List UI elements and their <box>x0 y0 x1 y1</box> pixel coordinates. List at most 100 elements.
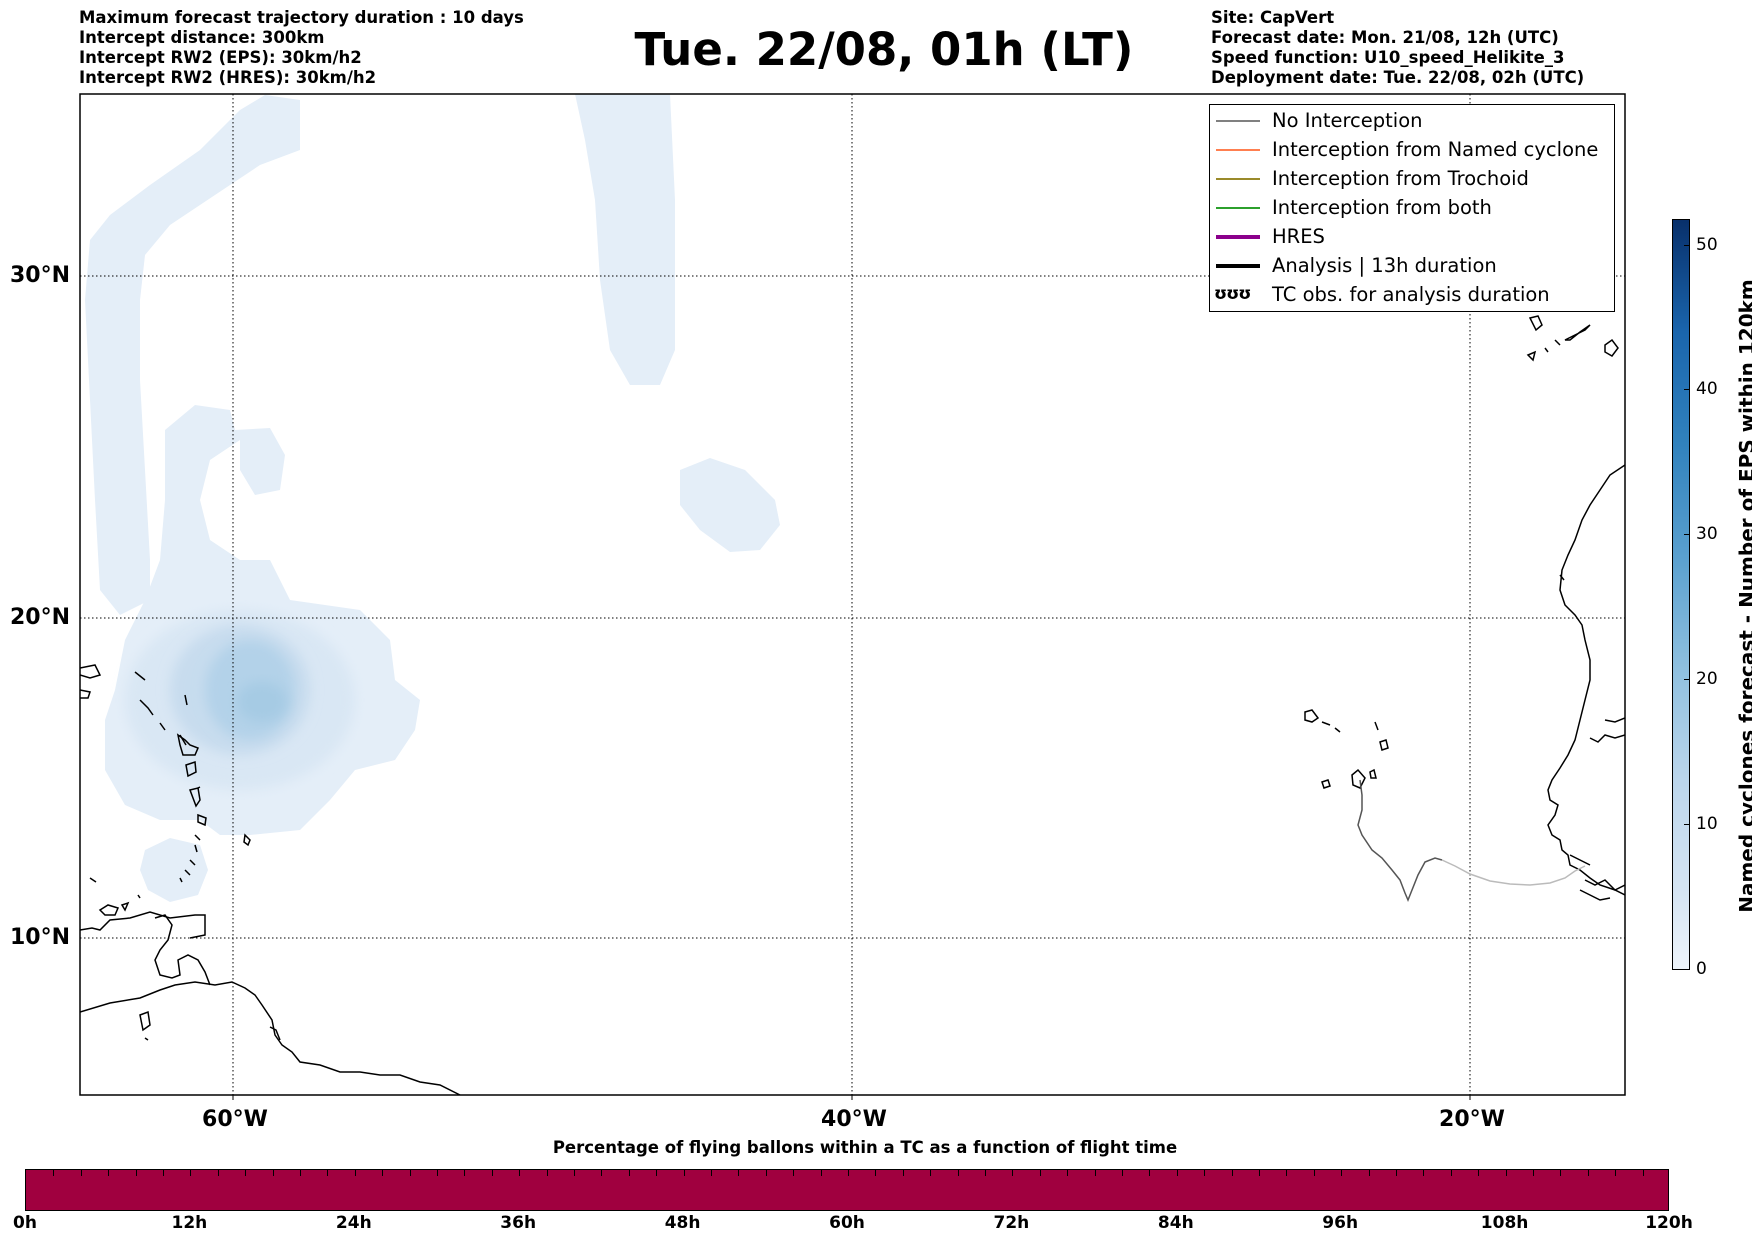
timeline-minor-tick <box>327 1170 329 1176</box>
timeline-minor-tick <box>1286 1170 1288 1176</box>
legend-swatch <box>1216 235 1260 239</box>
legend-swatch <box>1216 120 1260 122</box>
map-gridlines <box>80 94 1625 1095</box>
timeline-minor-tick <box>848 1170 849 1176</box>
timeline-minor-tick <box>1368 1170 1370 1176</box>
coastlines <box>80 315 1625 1095</box>
colorbar-tick-40: 40 <box>1696 379 1718 399</box>
timeline-minor-tick <box>601 1170 603 1176</box>
timeline-bar <box>25 1169 1669 1211</box>
timeline-tick-label: 120h <box>1645 1213 1693 1233</box>
colorbar-tick-30: 30 <box>1696 524 1718 544</box>
max-duration-text: Maximum forecast trajectory duration : 1… <box>79 8 524 27</box>
colorbar-tick-10: 10 <box>1696 814 1718 834</box>
colorbar-tickmark <box>1684 245 1690 246</box>
colorbar-tickmark <box>1684 969 1690 970</box>
site-info: Site: CapVert Forecast date: Mon. 21/08,… <box>1211 8 1584 88</box>
legend-swatch <box>1216 207 1260 209</box>
timeline-minor-tick <box>683 1170 685 1176</box>
legend-swatch <box>1216 178 1260 180</box>
legend-label: HRES <box>1272 225 1325 248</box>
forecast-parameters: Maximum forecast trajectory duration : 1… <box>79 8 524 88</box>
timeline-tick-label: 36h <box>500 1213 537 1233</box>
timeline-minor-tick <box>765 1170 767 1176</box>
timeline-tick-label: 84h <box>1157 1213 1194 1233</box>
timeline-minor-tick <box>957 1170 959 1176</box>
timeline-tick-label: 96h <box>1322 1213 1359 1233</box>
legend-item-no-interception: No Interception <box>1210 107 1614 135</box>
timeline-minor-tick <box>382 1170 384 1176</box>
map-legend: No Interception Interception from Named … <box>1209 104 1615 312</box>
legend-item-analysis: Analysis | 13h duration <box>1210 252 1614 280</box>
timeline-minor-tick <box>217 1170 219 1176</box>
timeline-minor-tick <box>1012 1170 1014 1176</box>
timeline-minor-tick <box>1450 1170 1452 1176</box>
timeline-minor-tick <box>1423 1170 1425 1176</box>
timeline-tick-label: 0h <box>13 1213 37 1233</box>
timeline-minor-tick <box>1039 1170 1041 1176</box>
timeline-minor-tick <box>902 1170 904 1176</box>
deployment-date-text: Deployment date: Tue. 22/08, 02h (UTC) <box>1211 68 1585 87</box>
timeline-minor-tick <box>245 1170 247 1176</box>
timeline-minor-tick <box>409 1170 411 1176</box>
timeline-tick-label: 12h <box>171 1213 208 1233</box>
legend-item-named-cyclone: Interception from Named cyclone <box>1210 136 1614 164</box>
colorbar-tickmark <box>1684 389 1690 390</box>
colorbar <box>1672 219 1690 970</box>
timeline-minor-tick <box>437 1170 438 1176</box>
timeline-minor-tick <box>875 1170 877 1176</box>
timeline-minor-tick <box>574 1170 575 1176</box>
colorbar-tick-50: 50 <box>1696 235 1718 255</box>
axis-ticks <box>232 1095 1471 1100</box>
timeline-minor-tick <box>108 1170 110 1176</box>
timeline-minor-tick <box>930 1170 932 1176</box>
legend-label: Analysis | 13h duration <box>1272 254 1497 277</box>
timeline-minor-tick <box>1615 1170 1617 1176</box>
timeline-minor-tick <box>1122 1170 1123 1176</box>
timeline-minor-tick <box>519 1170 521 1176</box>
timeline-minor-tick <box>1259 1170 1260 1176</box>
legend-label: Interception from Named cyclone <box>1272 138 1599 161</box>
legend-item-hres: HRES <box>1210 223 1614 251</box>
timeline-tick-label: 60h <box>829 1213 865 1233</box>
colorbar-label-text: Named cyclones forecast - Number of EPS … <box>1735 279 1752 913</box>
legend-item-both: Interception from both <box>1210 194 1614 222</box>
timeline-minor-tick <box>738 1170 740 1176</box>
cyclone-probability-shading <box>85 94 780 902</box>
timeline-minor-tick <box>272 1170 274 1176</box>
timeline-minor-tick <box>464 1170 466 1176</box>
timeline-minor-tick <box>711 1170 712 1176</box>
timeline-minor-tick <box>820 1170 822 1176</box>
timeline-minor-tick <box>163 1170 164 1176</box>
legend-swatch <box>1216 264 1260 268</box>
timeline-tick-label: 48h <box>664 1213 701 1233</box>
timeline-minor-tick <box>1313 1170 1315 1176</box>
timeline-minor-tick <box>1341 1170 1343 1176</box>
colorbar-tickmark <box>1684 679 1690 680</box>
timeline-minor-tick <box>1094 1170 1096 1176</box>
lat-label-20n: 20°N <box>10 605 71 630</box>
legend-label: No Interception <box>1272 109 1423 132</box>
timeline-minor-tick <box>628 1170 630 1176</box>
colorbar-tickmark <box>1684 534 1690 535</box>
timeline-minor-tick <box>1231 1170 1233 1176</box>
timeline-minor-tick <box>190 1170 192 1176</box>
colorbar-tick-0: 0 <box>1696 959 1707 979</box>
timeline-minor-tick <box>1533 1170 1534 1176</box>
timeline-tick-label: 108h <box>1480 1213 1529 1233</box>
lon-label-40w: 40°W <box>821 1107 887 1132</box>
timeline-minor-tick <box>53 1170 55 1176</box>
speed-function-text: Speed function: U10_speed_Helikite_3 <box>1211 48 1565 67</box>
legend-item-trochoid: Interception from Trochoid <box>1210 165 1614 193</box>
timeline-minor-tick <box>135 1170 137 1176</box>
colorbar-tickmark <box>1684 824 1690 825</box>
timeline-minor-tick <box>80 1170 82 1176</box>
timeline-minor-tick <box>546 1170 548 1176</box>
timeline-minor-tick <box>1204 1170 1206 1176</box>
legend-swatch <box>1216 149 1260 151</box>
timeline-minor-tick <box>1505 1170 1507 1176</box>
timeline-minor-tick <box>656 1170 658 1176</box>
timeline-minor-tick <box>1642 1170 1644 1176</box>
intercept-hres-text: Intercept RW2 (HRES): 30km/h2 <box>79 68 377 87</box>
